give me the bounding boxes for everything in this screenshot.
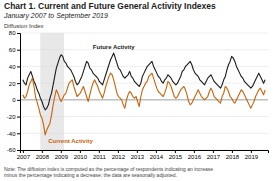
x-tick: 2014 bbox=[150, 150, 164, 160]
y-tick-mark bbox=[17, 83, 20, 84]
series-label: Current Activity bbox=[48, 138, 93, 144]
x-tick-label: 2011 bbox=[93, 154, 107, 160]
x-tick-mark bbox=[175, 150, 176, 153]
y-tick: 40 bbox=[9, 64, 20, 70]
series-label: Future Activity bbox=[93, 44, 135, 50]
x-tick-mark bbox=[137, 150, 138, 153]
x-tick-mark bbox=[80, 150, 81, 153]
x-tick-label: 2008 bbox=[36, 154, 50, 160]
y-tick-mark bbox=[17, 100, 20, 101]
x-axis-line bbox=[21, 151, 269, 154]
x-axis: 2007 2008 2009 2010 2011 2012 2013 2014 2015 2016… bbox=[17, 150, 269, 160]
x-tick-label: 2013 bbox=[131, 154, 145, 160]
y-tick-mark bbox=[17, 50, 20, 51]
x-tick: 2015 bbox=[169, 150, 183, 160]
y-tick-label: 0 bbox=[12, 97, 16, 103]
x-tick-label: 2014 bbox=[150, 154, 164, 160]
y-tick: 60 bbox=[9, 47, 20, 53]
x-tick-label: 2019 bbox=[245, 154, 259, 160]
y-tick-mark bbox=[17, 133, 20, 134]
y-tick: 20 bbox=[9, 81, 20, 87]
y-axis-label: Diffusion Index bbox=[4, 23, 44, 29]
x-tick-label: 2010 bbox=[74, 154, 88, 160]
y-tick: -60 bbox=[7, 147, 20, 153]
y-tick-label: -40 bbox=[7, 131, 16, 137]
x-tick-label: 2016 bbox=[188, 154, 202, 160]
x-tick: 2013 bbox=[131, 150, 145, 160]
x-tick-label: 2009 bbox=[55, 154, 69, 160]
x-tick-mark bbox=[213, 150, 214, 153]
line bbox=[23, 73, 265, 135]
y-tick-label: 80 bbox=[9, 30, 16, 36]
x-tick: 2017 bbox=[207, 150, 221, 160]
y-tick: -40 bbox=[7, 131, 20, 137]
chart: Chart 1. Current and Future General Acti… bbox=[0, 0, 278, 181]
x-tick: 2018 bbox=[226, 150, 240, 160]
x-tick: 2019 bbox=[245, 150, 259, 160]
x-tick: 2009 bbox=[55, 150, 69, 160]
plot-area bbox=[23, 33, 265, 150]
x-tick-mark bbox=[251, 150, 252, 153]
y-axis: -60 -40 -20 0 20 40 60 80 bbox=[7, 30, 21, 153]
y-tick-mark bbox=[17, 117, 20, 118]
title: Chart 1. Current and Future General Acti… bbox=[4, 1, 216, 11]
x-tick-label: 2017 bbox=[207, 154, 221, 160]
y-tick-mark bbox=[17, 150, 20, 151]
x-tick-label: 2007 bbox=[17, 154, 31, 160]
y-tick-label: -20 bbox=[7, 114, 16, 120]
y-tick-label: 40 bbox=[9, 64, 16, 70]
x-tick-label: 2012 bbox=[112, 154, 126, 160]
y-tick-mark bbox=[17, 33, 20, 34]
x-tick: 2011 bbox=[93, 150, 107, 160]
note: Note: The diffusion index is computed as… bbox=[4, 166, 213, 178]
y-tick-label: 60 bbox=[9, 47, 16, 53]
x-tick-mark bbox=[61, 150, 62, 153]
y-tick: -20 bbox=[7, 114, 20, 120]
x-tick: 2007 bbox=[17, 150, 31, 160]
x-tick-label: 2015 bbox=[169, 154, 183, 160]
x-tick-mark bbox=[118, 150, 119, 153]
x-tick: 2012 bbox=[112, 150, 126, 160]
x-tick: 2016 bbox=[188, 150, 202, 160]
y-tick-mark bbox=[17, 66, 20, 67]
x-tick-label: 2018 bbox=[226, 154, 240, 160]
note-line: minus the percentage indicating a decrea… bbox=[4, 172, 177, 178]
y-tick-label: -60 bbox=[7, 147, 16, 153]
x-tick-mark bbox=[23, 150, 24, 153]
y-axis-line bbox=[17, 34, 21, 151]
x-tick: 2010 bbox=[74, 150, 88, 160]
x-tick-mark bbox=[194, 150, 195, 153]
x-tick: 2008 bbox=[36, 150, 50, 160]
x-tick-mark bbox=[42, 150, 43, 153]
grid bbox=[20, 33, 268, 150]
y-tick-label: 20 bbox=[9, 81, 16, 87]
y-tick: 0 bbox=[12, 97, 20, 103]
subtitle: January 2007 to September 2019 bbox=[3, 12, 108, 20]
x-tick-mark bbox=[156, 150, 157, 153]
y-tick: 80 bbox=[9, 30, 20, 36]
x-tick-mark bbox=[232, 150, 233, 153]
series-labels: Future Activity Current Activity bbox=[48, 44, 135, 144]
line bbox=[23, 53, 265, 110]
x-tick-mark bbox=[99, 150, 100, 153]
